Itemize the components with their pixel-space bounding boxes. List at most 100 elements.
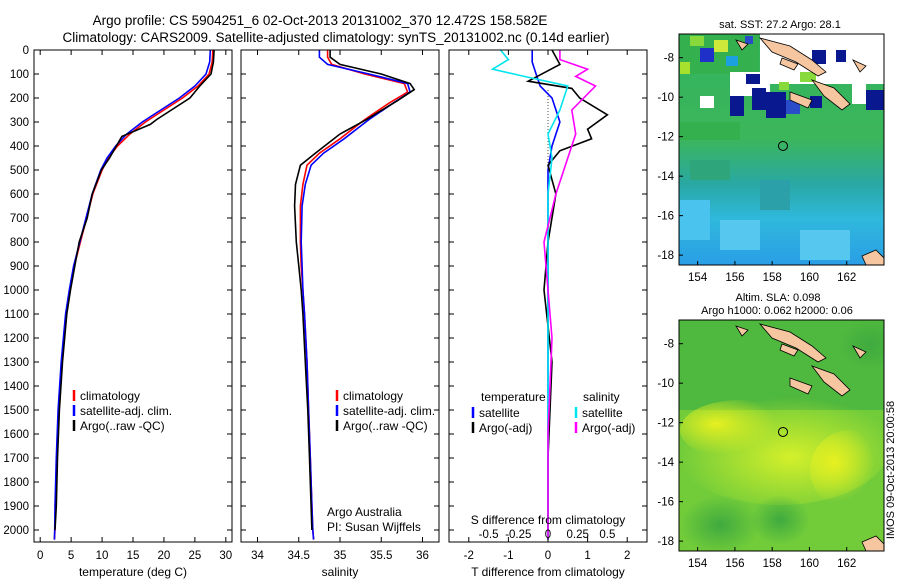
- s-tick-label: -0.25: [505, 529, 531, 541]
- temperature-lines: [53, 49, 215, 540]
- legend-label: climatology: [80, 389, 140, 403]
- s-tick-label: 0.25: [567, 529, 589, 541]
- difference-legend: temperature salinitysatelliteArgo(-adj)sa…: [471, 390, 635, 435]
- map-y-tick-label: -10: [657, 92, 674, 104]
- temperature-xlabel: temperature (deg C): [79, 565, 187, 579]
- x-tick-label: 30: [219, 550, 232, 562]
- x-tick-label: 0: [37, 550, 43, 562]
- x-tick-label: -2: [464, 550, 474, 562]
- y-tick-label: 2000: [3, 525, 29, 537]
- map-y-tick-label: -12: [657, 132, 674, 144]
- sst-map-title: sat. SST: 27.2 Argo: 28.1: [719, 19, 841, 31]
- map-y-tick-label: -10: [657, 378, 674, 390]
- y-tick-label: 1000: [3, 285, 29, 297]
- y-tick-label: 900: [10, 261, 29, 273]
- sla-coastlines: [735, 323, 884, 551]
- temperature-series-climatology: [53, 49, 214, 540]
- y-tick-label: 700: [10, 213, 29, 225]
- difference-series-s-argo-adj-: [543, 50, 597, 540]
- sst-map-frame: [678, 33, 885, 266]
- salinity-series-satellite-adj-clim-: [300, 50, 412, 540]
- title-line-2: Climatology: CARS2009. Satellite-adjuste…: [62, 30, 609, 45]
- sla-map-panel: Altim. SLA: 0.098 Argo h1000: 0.062 h200…: [657, 292, 885, 570]
- map-y-tick-label: -12: [657, 418, 674, 430]
- s-tick-label: -0.5: [479, 529, 499, 541]
- sst-coastlines: [735, 37, 884, 265]
- map-x-tick-label: 160: [800, 272, 819, 284]
- map-x-tick-label: 154: [688, 272, 708, 284]
- map-x-tick-label: 158: [763, 272, 782, 284]
- salinity-series-argo-raw-qc-: [293, 50, 416, 531]
- difference-lines: [490, 49, 609, 540]
- map-y-tick-label: -8: [664, 339, 674, 351]
- difference-series-t-argo-adj-: [525, 49, 609, 530]
- x-tick-label: 36: [416, 550, 429, 562]
- temperature-series-satellite-adj-clim-: [53, 49, 212, 540]
- imos-timestamp: IMOS 09-Oct-2013 20:00:58: [885, 401, 897, 539]
- x-tick-label: 34: [251, 550, 264, 562]
- map-x-tick-label: 158: [763, 558, 782, 570]
- sla-map-subtitle: Argo h1000: 0.062 h2000: 0.06: [701, 305, 853, 317]
- title-line-1: Argo profile: CS 5904251_6 02-Oct-2013 2…: [93, 13, 548, 28]
- map-x-tick-label: 162: [837, 272, 856, 284]
- s-tick-label: 0: [545, 529, 551, 541]
- legend-label: Argo(..raw -QC): [343, 419, 428, 433]
- legend-label: climatology: [343, 389, 403, 403]
- legend-label: Argo(-adj): [582, 421, 635, 435]
- x-tick-label: 1: [584, 550, 590, 562]
- s-tick-label: 0.5: [599, 529, 615, 541]
- sst-map-panel: sat. SST: 27.2 Argo: 28.1: [657, 19, 885, 284]
- y-tick-label: 100: [10, 69, 29, 81]
- y-tick-label: 800: [10, 237, 29, 249]
- x-tick-label: 15: [127, 550, 140, 562]
- legend-title-temperature: temperature: [481, 390, 546, 404]
- map-y-tick-label: -16: [657, 211, 674, 223]
- legend-label: satellite: [479, 406, 520, 420]
- y-tick-label: 300: [10, 117, 29, 129]
- sla-map-title: Altim. SLA: 0.098: [736, 292, 821, 304]
- temperature-series-argo-raw-qc-: [54, 49, 215, 531]
- x-tick-label: 5: [68, 550, 74, 562]
- legend-title-salinity: salinity: [583, 390, 620, 404]
- y-tick-label: 1900: [3, 501, 29, 513]
- map-x-tick-label: 156: [725, 272, 744, 284]
- x-tick-label: -1: [503, 550, 513, 562]
- salinity-lines: [293, 50, 416, 540]
- sst-argo-marker: [777, 140, 788, 151]
- map-y-tick-label: -18: [657, 250, 674, 262]
- legend-label: satellite-adj. clim.: [343, 404, 435, 418]
- difference-axes-frame: [448, 49, 648, 543]
- x-tick-label: 10: [96, 550, 109, 562]
- sla-map-image: [679, 320, 884, 551]
- sla-map-frame: [678, 319, 885, 552]
- y-tick-label: 0: [23, 45, 29, 57]
- legend-label: Argo(..raw -QC): [80, 419, 165, 433]
- map-y-tick-label: -14: [657, 457, 674, 469]
- y-tick-label: 400: [10, 141, 29, 153]
- y-tick-label: 1300: [3, 357, 29, 369]
- y-tick-label: 1200: [3, 333, 29, 345]
- x-tick-label: 20: [158, 550, 171, 562]
- temperature-axes-frame: [33, 49, 233, 543]
- y-tick-label: 1700: [3, 453, 29, 465]
- sst-warm-patches: [679, 34, 884, 260]
- map-x-tick-label: 154: [688, 558, 708, 570]
- x-tick-label: 35: [334, 550, 347, 562]
- map-y-tick-label: -18: [657, 536, 674, 548]
- legend-label: satellite-adj. clim.: [80, 404, 172, 418]
- sla-argo-marker: [777, 426, 788, 437]
- difference-xlabel: T difference from climatology: [471, 565, 625, 579]
- x-tick-label: 0: [545, 550, 551, 562]
- x-tick-label: 2: [624, 550, 630, 562]
- legend-label: Argo(-adj): [479, 421, 532, 435]
- x-tick-label: 25: [188, 550, 201, 562]
- difference-series-t-satellite: [531, 50, 561, 540]
- difference-series-s-satellite: [490, 49, 569, 540]
- sst-map-image: [679, 34, 884, 265]
- x-tick-label: 35.5: [370, 550, 392, 562]
- map-x-tick-label: 162: [837, 558, 856, 570]
